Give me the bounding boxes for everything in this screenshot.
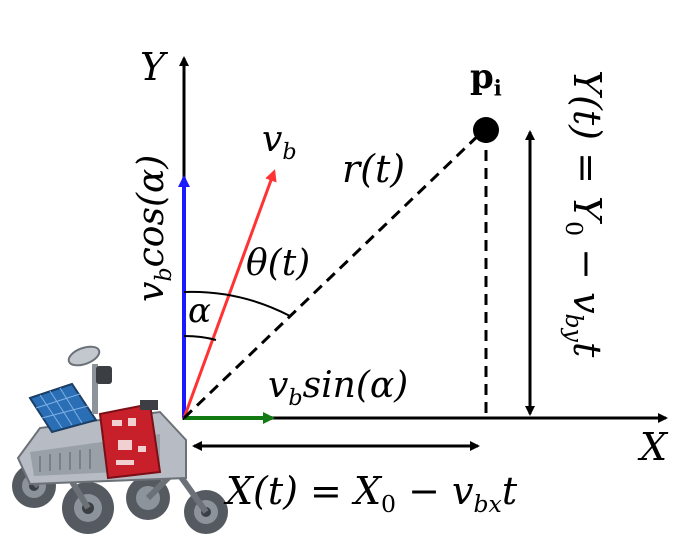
- rover-robot-icon: [12, 345, 228, 534]
- point-label-sub: i: [493, 75, 502, 101]
- x-eq-pre: X(t) = X: [226, 469, 382, 513]
- theta-label: θ(t): [246, 243, 311, 284]
- y-eq-mid: − v: [565, 236, 609, 314]
- vb-label: vb: [262, 122, 297, 163]
- x-eq-mid: − v: [396, 469, 474, 513]
- vb-sin-label: vbsin(α): [268, 368, 408, 409]
- y-eq-sub0: 0: [559, 221, 588, 237]
- y-eq-post: t: [565, 341, 609, 358]
- y-eq-sub-by: by: [559, 313, 588, 342]
- y-axis-label: Y: [140, 45, 166, 89]
- vb-sin-sub: b: [288, 384, 303, 411]
- theta-arc: [183, 290, 291, 317]
- alpha-arc: [183, 335, 217, 341]
- vb-cos-main: v: [131, 281, 172, 302]
- vb-cos-label: vbcos(α): [131, 154, 177, 302]
- vb-sin-main: v: [268, 365, 289, 406]
- vb-cos-rest: cos(α): [131, 154, 172, 268]
- point-label-main: p: [470, 57, 494, 97]
- vb-label-main: v: [262, 119, 283, 160]
- r-dashed-line: [182, 128, 486, 420]
- y-equation: Y(t) = Y0 − vbyt: [559, 70, 609, 358]
- x-eq-post: t: [501, 469, 518, 513]
- vb-cos-sub: b: [150, 267, 177, 282]
- alpha-label: α: [188, 291, 211, 331]
- r-label: r(t): [342, 147, 406, 191]
- vb-sin-rest: sin(α): [302, 365, 409, 406]
- point-pi: [473, 117, 499, 143]
- x-equation: X(t) = X0 − vbxt: [226, 472, 517, 517]
- x-eq-sub-bx: bx: [473, 490, 502, 519]
- x-eq-sub0: 0: [381, 490, 397, 519]
- x-axis-label: X: [640, 425, 668, 469]
- y-eq-pre: Y(t) = Y: [565, 70, 609, 222]
- point-label: pi: [470, 60, 502, 98]
- vb-label-sub: b: [282, 138, 297, 165]
